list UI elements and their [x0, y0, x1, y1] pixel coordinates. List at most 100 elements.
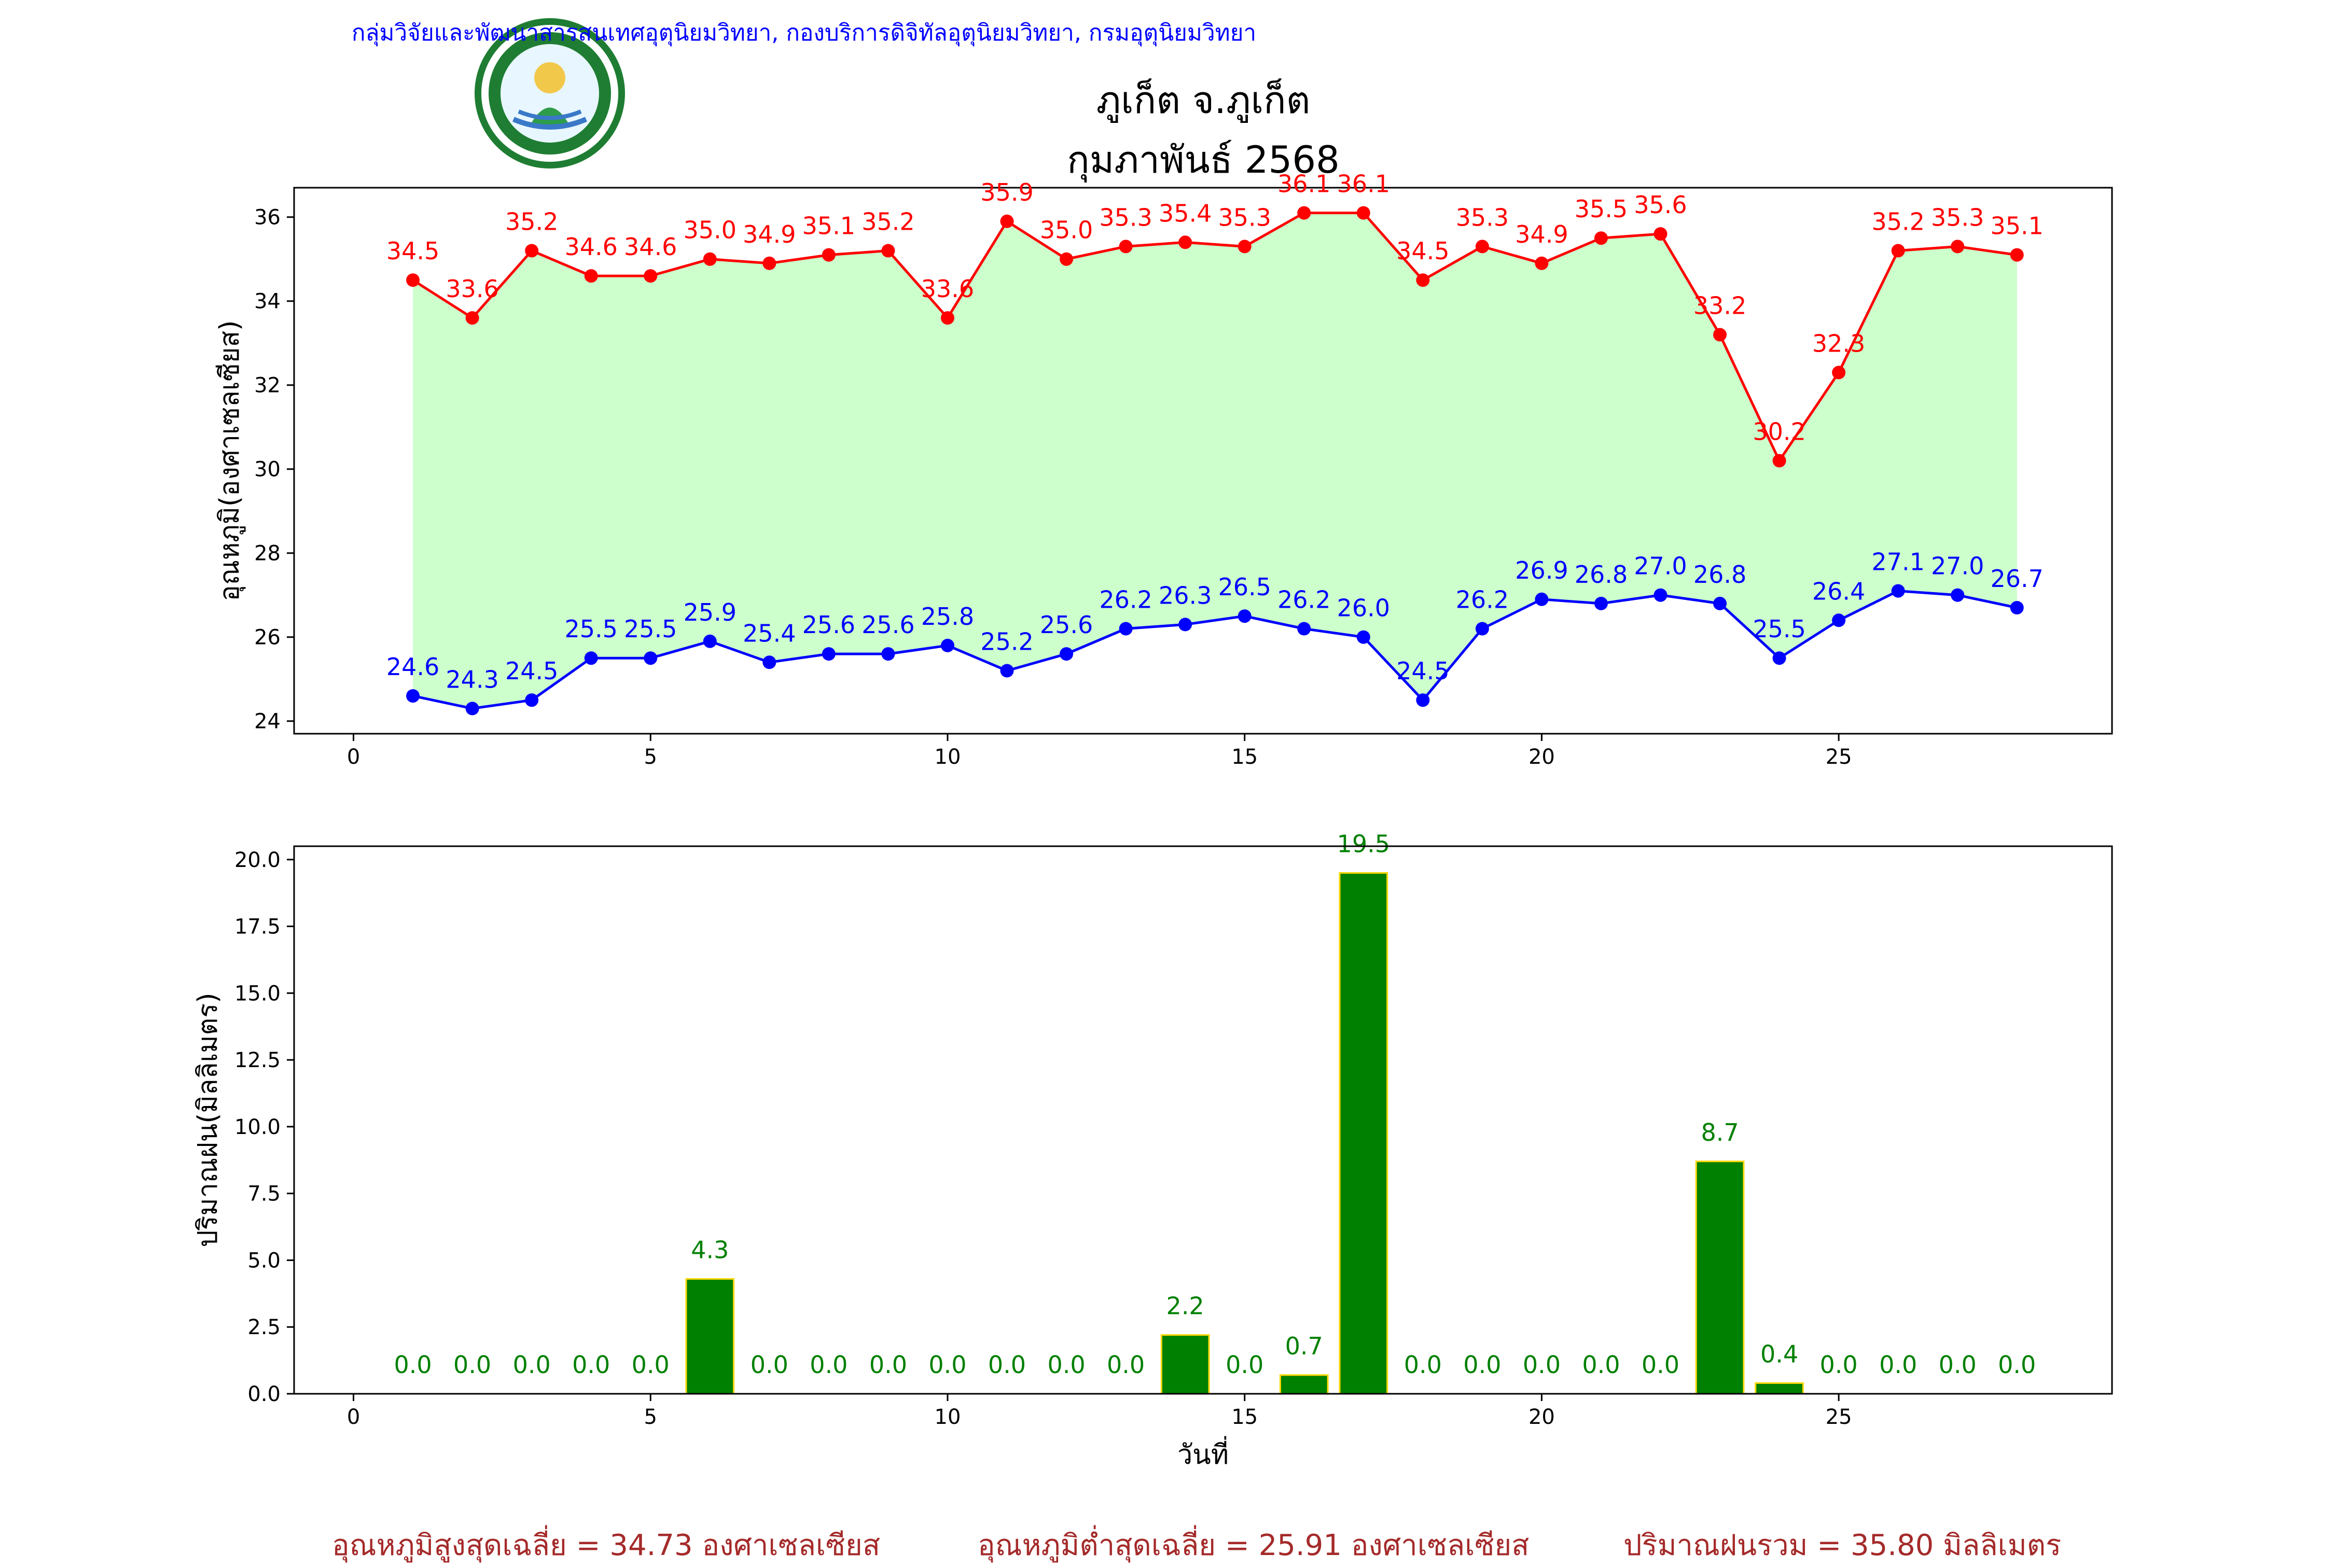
max-temperature-point	[584, 269, 598, 283]
temperature-range-fill	[413, 213, 2017, 709]
min-temperature-point	[1178, 618, 1192, 632]
min-temperature-value-label: 25.5	[565, 615, 618, 643]
min-temperature-point	[525, 693, 539, 707]
min-temperature-point	[1356, 630, 1370, 644]
min-temperature-value-label: 26.5	[1218, 573, 1271, 601]
min-temperature-value-label: 26.2	[1456, 586, 1509, 614]
rainfall-x-tick-label: 5	[644, 1405, 657, 1429]
max-temperature-value-label: 34.9	[743, 220, 796, 248]
department-name: กลุ่มวิจัยและพัฒนาสารสนเทศอุตุนิยมวิทยา,…	[351, 20, 1257, 46]
rainfall-y-tick-label: 15.0	[234, 982, 281, 1005]
min-temperature-point	[465, 702, 479, 716]
max-temperature-point	[1832, 366, 1846, 380]
rainfall-value-label: 2.2	[1166, 1292, 1204, 1320]
max-temperature-value-label: 36.1	[1337, 170, 1390, 198]
max-temperature-value-label: 35.0	[684, 216, 737, 244]
rainfall-value-label: 0.0	[988, 1351, 1026, 1379]
rainfall-x-tick-label: 0	[347, 1405, 360, 1429]
min-temperature-point	[644, 651, 658, 665]
temperature-x-tick-label: 10	[935, 745, 961, 769]
max-temperature-value-label: 35.2	[505, 208, 558, 236]
max-temperature-value-label: 33.2	[1693, 292, 1746, 320]
rainfall-y-tick-label: 10.0	[234, 1115, 281, 1139]
rainfall-value-label: 0.0	[810, 1351, 848, 1379]
temperature-y-axis-label: อุณหภูมิ(องศาเซลเซียส)	[214, 320, 246, 601]
min-temperature-point	[1297, 622, 1311, 636]
min-temperature-point	[1535, 592, 1549, 606]
min-temperature-value-label: 25.9	[684, 598, 737, 626]
rainfall-value-label: 0.0	[1939, 1351, 1977, 1379]
min-temperature-point	[1654, 588, 1668, 602]
min-temperature-point	[1475, 622, 1489, 636]
max-temperature-value-label: 35.3	[1218, 203, 1271, 231]
max-temperature-point	[1951, 240, 1965, 254]
max-temperature-point	[1178, 235, 1192, 249]
max-temperature-point	[1297, 206, 1311, 220]
max-temperature-value-label: 34.5	[386, 237, 439, 265]
min-temperature-value-label: 24.5	[505, 657, 558, 685]
max-temperature-value-label: 35.3	[1931, 203, 1984, 231]
rainfall-value-label: 0.0	[572, 1351, 610, 1379]
min-temperature-value-label: 26.7	[1991, 565, 2044, 593]
temperature-x-tick-label: 25	[1826, 745, 1852, 769]
max-temperature-point	[1238, 240, 1252, 254]
max-temperature-point	[1594, 231, 1608, 245]
temperature-x-tick-label: 5	[644, 745, 657, 769]
min-temperature-value-label: 26.2	[1099, 586, 1152, 614]
rainfall-bar	[1279, 1374, 1329, 1395]
min-temperature-point	[406, 689, 420, 703]
rainfall-bar	[1755, 1382, 1804, 1395]
period-title: กุมภาพันธ์ 2568	[1067, 138, 1340, 181]
temperature-x-tick-label: 15	[1231, 745, 1258, 769]
rainfall-value-label: 0.0	[928, 1351, 966, 1379]
max-temperature-point	[1119, 240, 1133, 254]
min-temperature-point	[1416, 693, 1430, 707]
max-temperature-point	[525, 244, 539, 258]
min-temperature-value-label: 24.5	[1396, 657, 1449, 685]
rainfall-value-label: 0.0	[1107, 1351, 1145, 1379]
max-temperature-value-label: 33.6	[446, 275, 498, 303]
min-temperature-point	[1000, 664, 1014, 678]
rainfall-x-tick-label: 20	[1529, 1405, 1555, 1429]
max-temperature-point	[465, 311, 479, 325]
min-temperature-point	[881, 647, 895, 661]
max-temperature-point	[1891, 244, 1905, 258]
min-temperature-value-label: 26.2	[1277, 586, 1330, 614]
max-temperature-value-label: 35.3	[1456, 203, 1509, 231]
max-temperature-value-label: 35.2	[862, 208, 914, 236]
temperature-y-tick-label: 24	[254, 710, 281, 734]
min-temperature-value-label: 26.8	[1693, 561, 1746, 589]
min-temperature-point	[1119, 622, 1133, 636]
rainfall-value-label: 19.5	[1337, 830, 1390, 858]
temperature-y-tick-label: 34	[254, 290, 281, 314]
min-temperature-point	[822, 647, 836, 661]
max-temperature-value-label: 35.3	[1099, 203, 1152, 231]
avg-min-temp-summary: อุณหภูมิต่ำสุดเฉลี่ย = 25.91 องศาเซลเซีย…	[978, 1529, 1530, 1562]
min-temperature-point	[1060, 647, 1074, 661]
min-temperature-value-label: 24.6	[386, 653, 439, 681]
min-temperature-value-label: 25.6	[802, 611, 855, 639]
rainfall-value-label: 0.0	[513, 1351, 551, 1379]
rainfall-y-tick-label: 2.5	[247, 1315, 281, 1339]
max-temperature-point	[1416, 273, 1430, 287]
min-temperature-point	[1238, 609, 1252, 623]
min-temperature-point	[940, 638, 954, 652]
max-temperature-point	[1475, 240, 1489, 254]
max-temperature-value-label: 35.5	[1575, 195, 1628, 223]
rainfall-value-label: 0.0	[1463, 1351, 1501, 1379]
rainfall-y-tick-label: 12.5	[234, 1048, 281, 1072]
temperature-y-tick-label: 26	[254, 626, 281, 650]
min-temperature-point	[1713, 596, 1727, 610]
rainfall-x-tick-label: 25	[1826, 1405, 1852, 1429]
max-temperature-value-label: 34.6	[565, 233, 618, 261]
temperature-plot-frame	[293, 187, 2113, 735]
rainfall-plot-frame	[293, 845, 2113, 1395]
max-temperature-point	[644, 269, 658, 283]
rainfall-bar	[1339, 872, 1388, 1395]
max-temperature-value-label: 34.6	[624, 233, 677, 261]
rainfall-y-axis-label: ปริมาณฝน(มิลลิเมตร)	[192, 992, 224, 1247]
rainfall-value-label: 0.0	[1998, 1351, 2036, 1379]
max-temperature-value-label: 36.1	[1277, 170, 1330, 198]
rainfall-y-tick-label: 20.0	[234, 848, 281, 872]
temperature-x-tick-label: 20	[1529, 745, 1555, 769]
